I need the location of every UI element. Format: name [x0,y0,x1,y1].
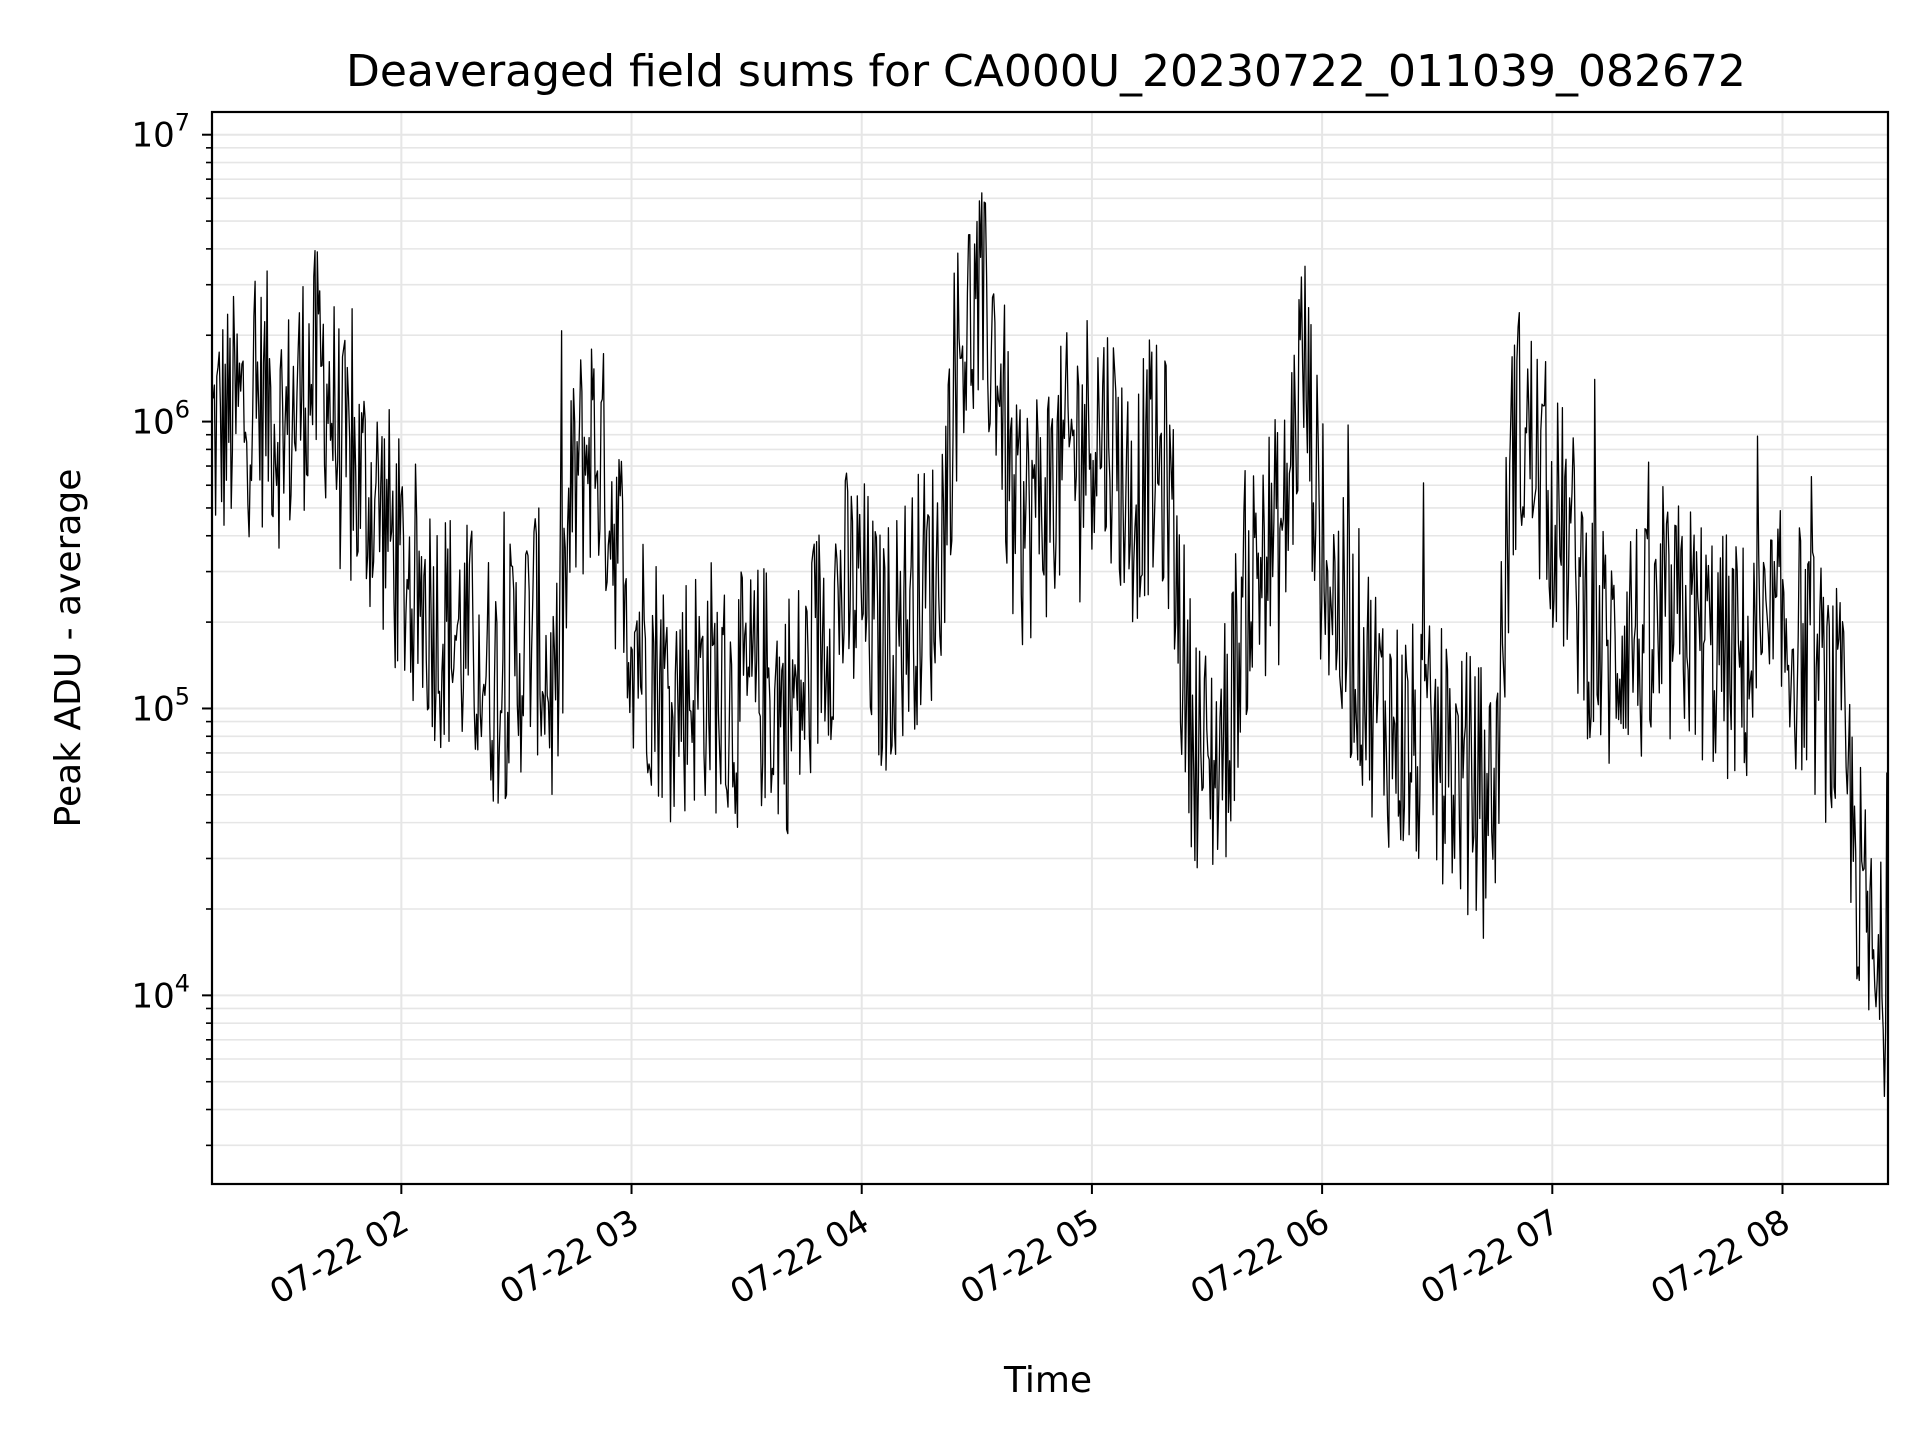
y-tick-label: 107 [131,109,190,156]
y-axis-label: Peak ADU - average [48,469,89,828]
y-tick-label: 104 [131,969,190,1016]
series-line [211,192,1889,1098]
plot-frame [210,110,1890,1186]
x-axis-label: Time [1003,1360,1092,1401]
y-tick-label: 106 [131,396,190,443]
chart-title: Deaveraged field sums for CA000U_2023072… [346,46,1746,97]
y-axis-ticks: 104 105 106 107 [131,109,212,1147]
y-tick-label: 105 [131,682,190,729]
